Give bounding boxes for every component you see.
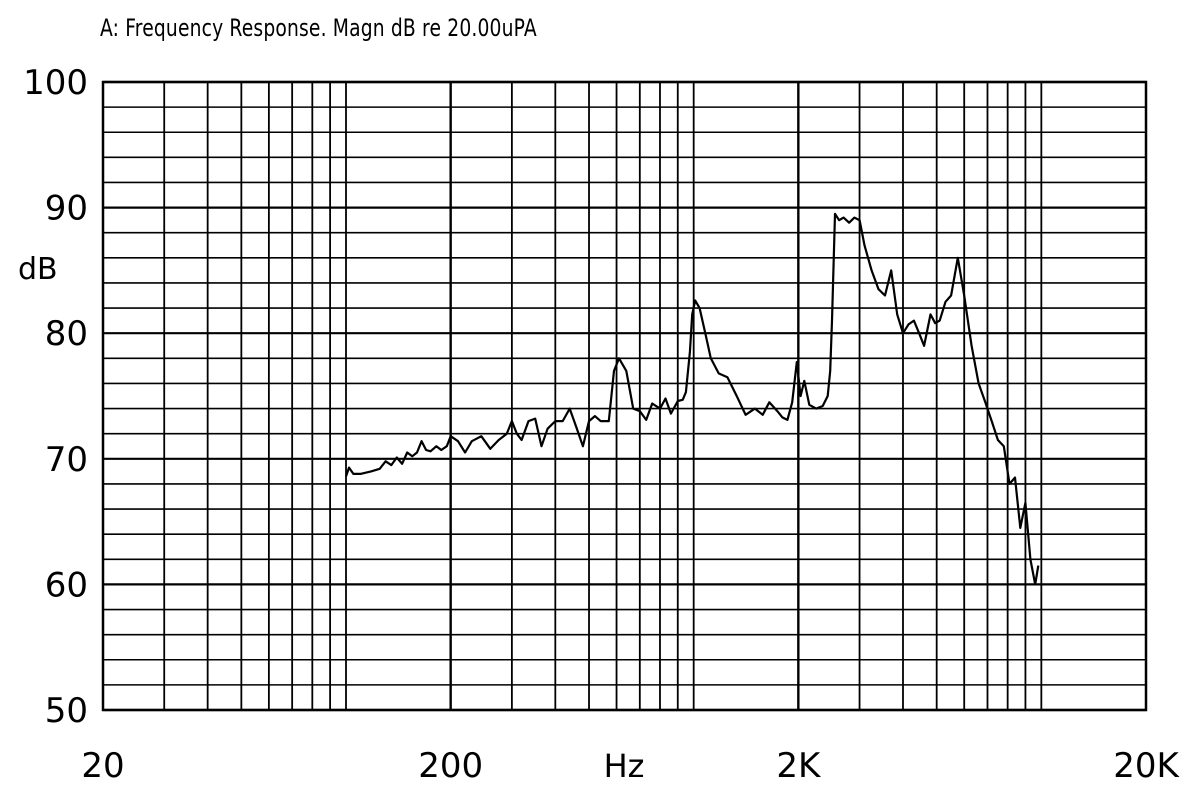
x-tick-label: 200 (418, 746, 483, 785)
response-curve (344, 212, 1040, 586)
chart-title: A: Frequency Response. Magn dB re 20.00u… (100, 14, 537, 42)
chart-grid (103, 80, 1146, 712)
x-axis-label: Hz (604, 747, 645, 785)
y-tick-label: 50 (45, 691, 88, 731)
y-axis-label: dB (18, 252, 58, 287)
x-tick-label: 2K (776, 746, 822, 785)
y-tick-label: 80 (45, 314, 88, 354)
y-tick-labels: 50 60 70 80 90 100 (23, 63, 88, 731)
plot-frame (101, 80, 1148, 712)
y-tick-label: 100 (23, 63, 88, 103)
x-tick-labels: 20 200 2K 20K (81, 746, 1180, 785)
y-tick-label: 70 (45, 440, 88, 480)
x-tick-label: 20K (1113, 746, 1180, 785)
y-tick-label: 90 (45, 189, 88, 229)
y-tick-label: 60 (45, 565, 88, 605)
x-tick-label: 20 (81, 746, 124, 785)
